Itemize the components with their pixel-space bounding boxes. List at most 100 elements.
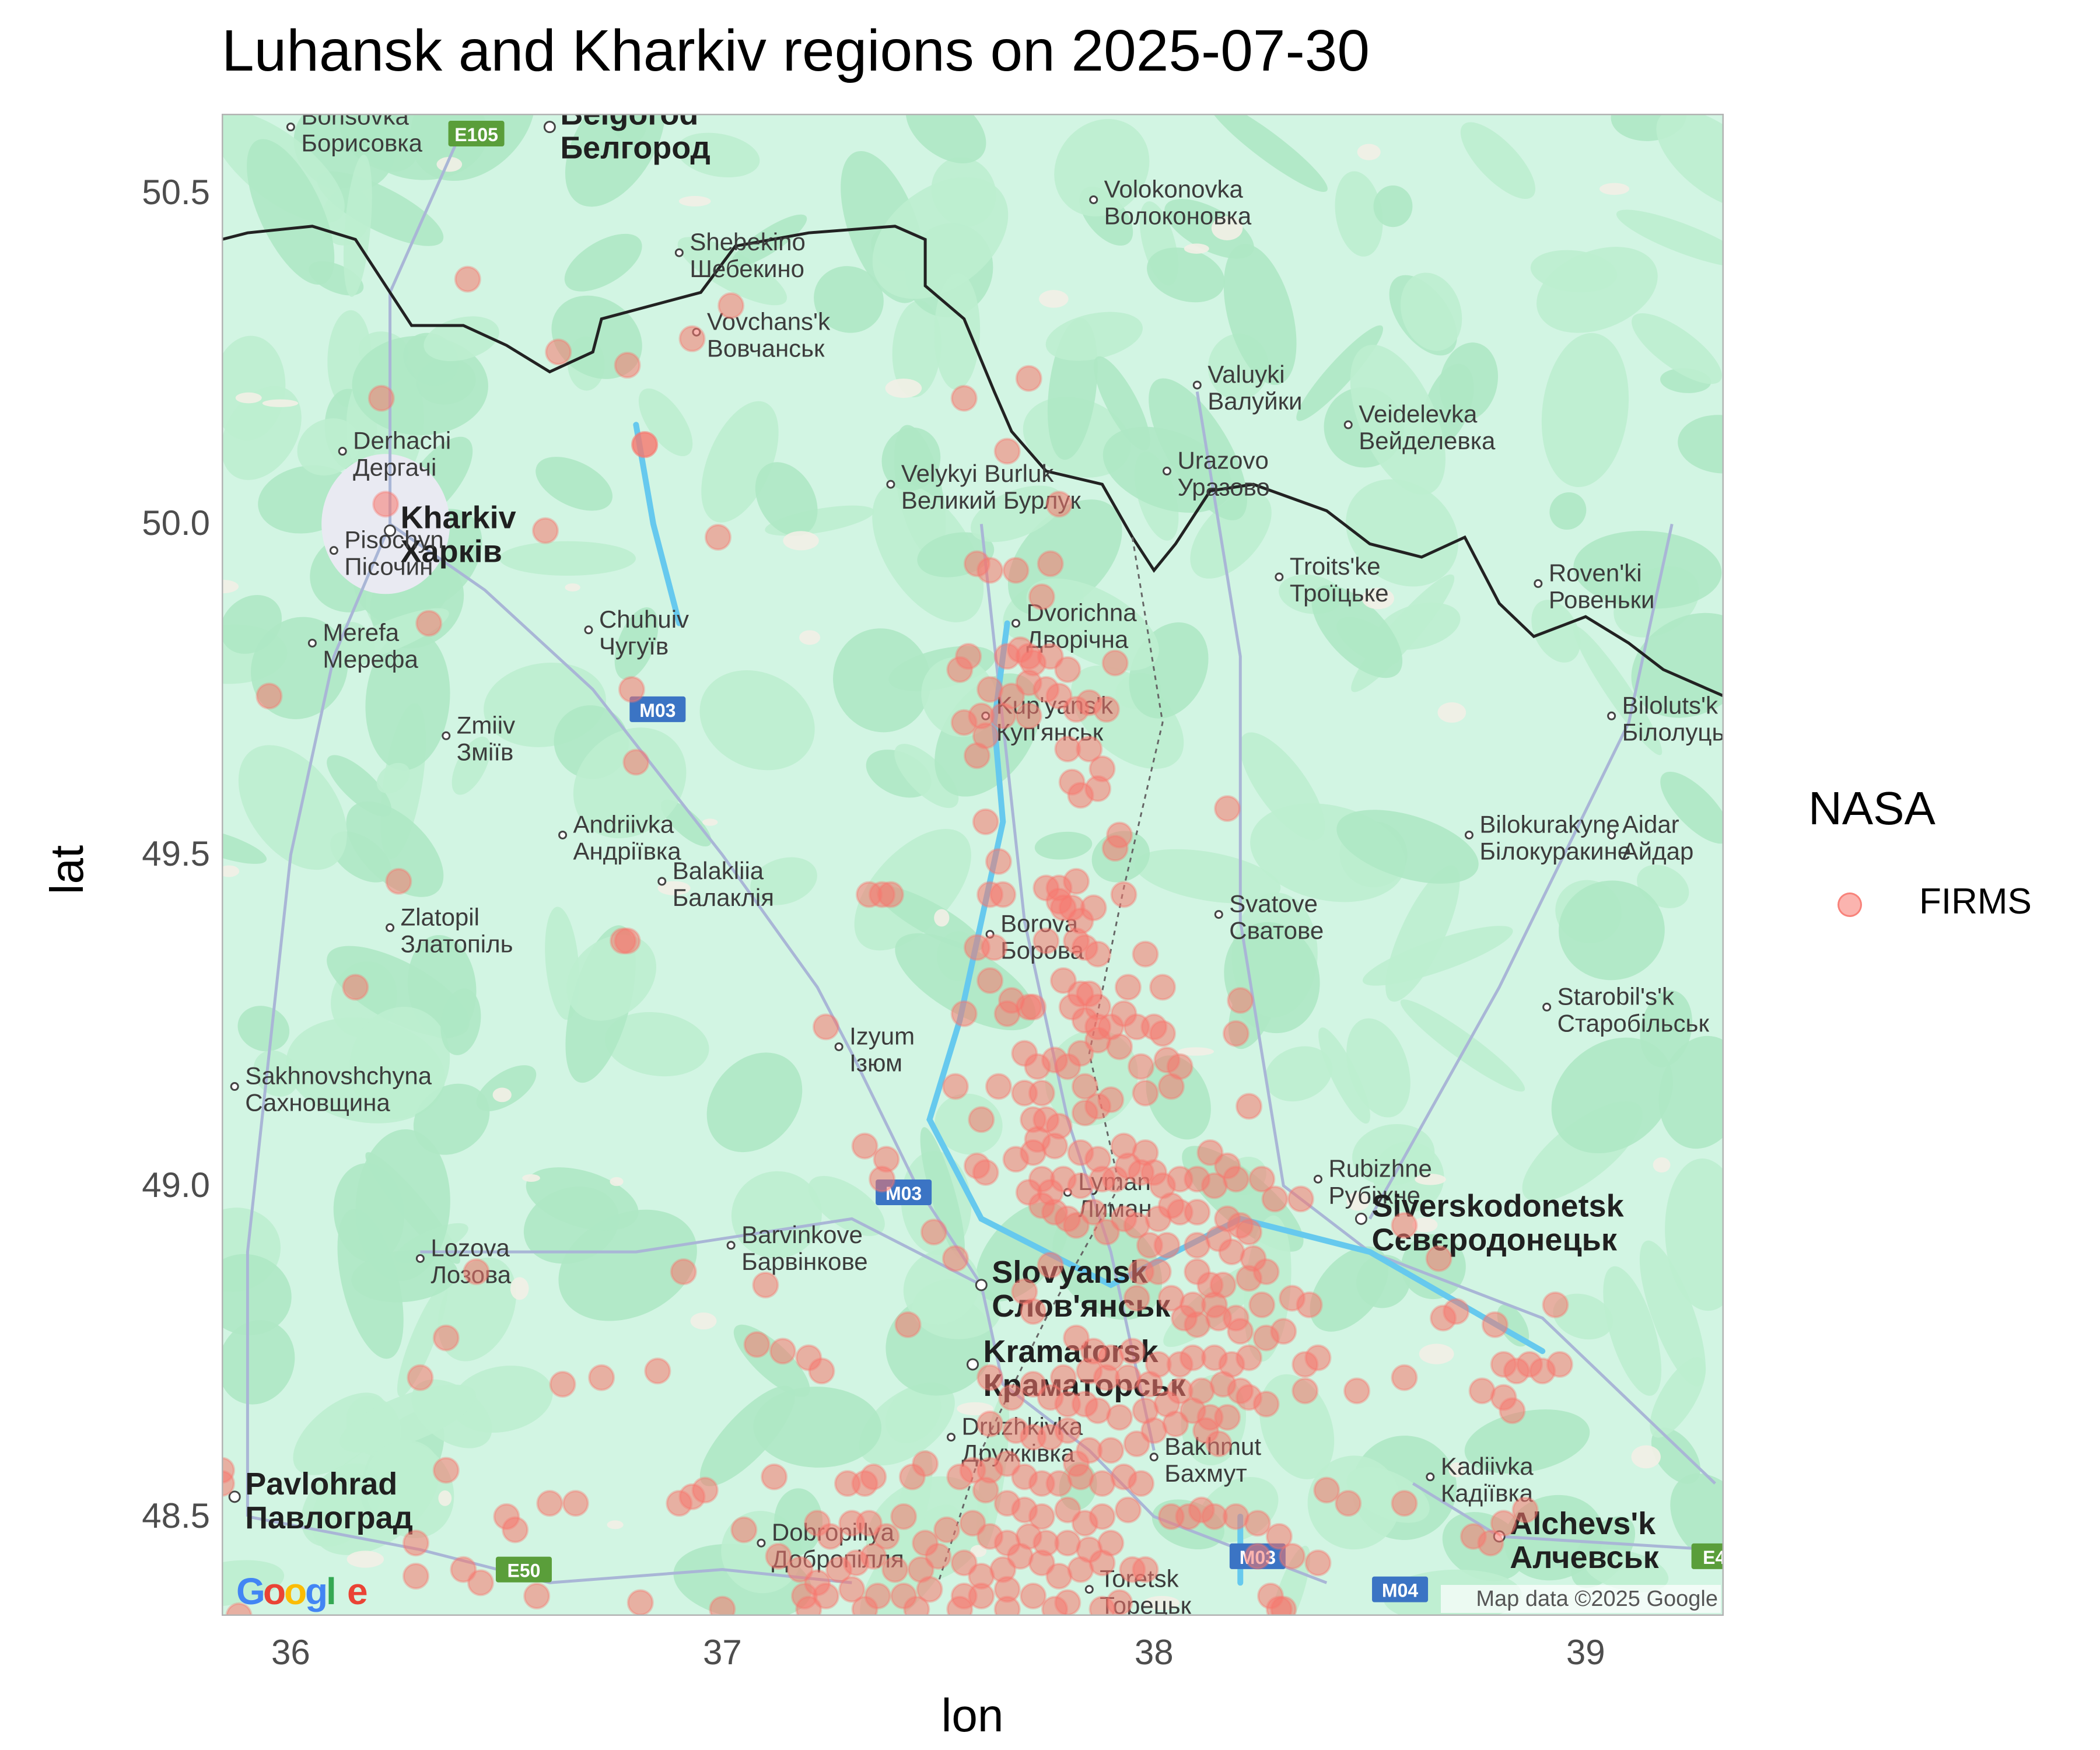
place-label-local: Балаклія [673,884,774,911]
firms-point [415,610,443,637]
firms-point [670,1258,697,1286]
terrain-patch [351,1250,458,1303]
firms-point [1244,1510,1271,1537]
farmland-patch [702,818,718,826]
firms-point [851,1132,878,1160]
firms-point [1037,550,1064,578]
place-dot [1214,910,1223,919]
place-dot [1542,1002,1552,1012]
map-plot-panel[interactable]: Borisovka Борисовка Belgorod Белгород Shebek… [221,113,1724,1616]
terrain-patch [892,300,942,398]
firms-point [881,1556,909,1583]
place-label-latin: Derhachi [353,427,451,454]
place-label-latin: Borisovka [301,114,409,130]
firms-point [946,1595,974,1616]
firms-point [860,1542,887,1570]
place-label-local: Волоконовка [1104,202,1252,229]
firms-point [1037,1251,1064,1279]
farmland-patch [346,1550,384,1568]
firms-point [1128,1053,1155,1080]
firms-point [925,1542,952,1570]
firms-point [1045,682,1073,710]
place-dot [384,524,397,537]
firms-point [946,1463,974,1490]
firms-point [1088,1595,1116,1616]
firms-point [502,1516,529,1544]
terrain-patch [706,1052,803,1153]
terrain-patch [1616,209,1724,267]
google-logo-letter: e [347,1570,368,1612]
place-dot [1343,420,1353,429]
firms-point [1015,702,1042,730]
firms-point [1084,993,1112,1021]
firms-point [894,1311,922,1338]
firms-point [718,292,745,319]
firms-point [812,1013,839,1041]
terrain-patch [440,988,481,1055]
road-line [420,1217,982,1287]
firms-point [709,1595,736,1616]
firms-point [1304,1344,1332,1371]
firms-point [1477,1530,1504,1557]
terrain-patch [1318,1027,1370,1124]
terrain-patch [975,1202,1069,1302]
firms-point [1490,1510,1517,1537]
firms-point [463,1258,490,1286]
firms-point [1227,987,1254,1014]
firms-point [1119,1338,1146,1365]
farmland-patch [1653,1157,1671,1173]
terrain-patch [1208,114,1328,192]
place-label-local: Валуйки [1208,387,1302,415]
terrain-patch [677,237,788,306]
terrain-patch [660,799,712,846]
place-label-latin: Velykyi Burluk [901,460,1054,487]
place-dot [286,123,295,132]
road-shield-label: E50 [507,1560,540,1581]
terrain-patch [346,802,444,897]
place-dot [1084,1585,1094,1594]
google-logo-letter: G [236,1570,265,1612]
terrain-patch [677,132,760,178]
place-label-local: Златопіль [401,930,513,957]
google-logo-letter: o [263,1570,286,1612]
place-label-latin: Chuhuiv [599,606,689,633]
place-label-local: Белгород [560,131,710,166]
firms-point [1248,1166,1276,1193]
firms-point [1261,1185,1289,1213]
firms-point [972,722,999,750]
road-line [389,523,1328,1584]
place-dot [757,1538,766,1548]
terrain-patch [1531,600,1581,663]
terrain-patch [327,946,470,1038]
terrain-patch [606,114,647,144]
place-label-local: Мерефа [323,645,418,673]
firms-point [1153,1231,1181,1259]
place-label-latin: Aidar [1622,810,1679,838]
firms-point [432,1457,460,1484]
place-label-latin: Pavlohrad [245,1466,397,1502]
firms-point [1236,1093,1263,1120]
farmland-patch [222,865,240,877]
firms-point [523,1582,551,1609]
terrain-patch [1632,313,1722,384]
firms-point [588,1364,615,1391]
firms-point [998,1384,1026,1411]
firms-point [993,438,1021,465]
firms-point [869,1166,896,1193]
firms-point [1205,1430,1233,1458]
firms-point [1054,656,1082,683]
farmland-patch [783,531,819,551]
terrain-patch [340,114,418,172]
terrain-patch [814,266,884,333]
terrain-patch [349,1006,450,1119]
terrain-patch [424,316,499,362]
place-dot [726,1241,736,1250]
x-tick-label: 38 [1134,1633,1174,1672]
farmland-patch [522,1174,540,1182]
farmland-patch [690,1312,717,1330]
farmland-patch [436,156,463,172]
firms-point [1292,1377,1319,1405]
firms-point [972,1476,999,1504]
farmland-patch [565,583,580,592]
terrain-patch [452,736,491,795]
